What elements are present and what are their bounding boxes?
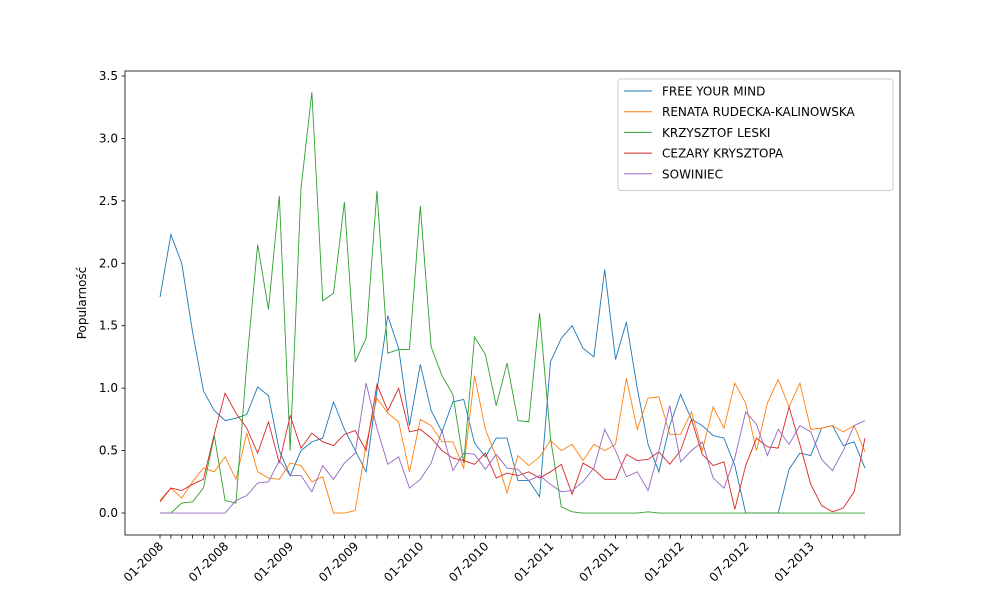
series-line <box>159 382 866 513</box>
legend-label: CEZARY KRYSZTOPA <box>662 147 784 161</box>
y-tick-label: 1.5 <box>99 319 118 333</box>
y-tick-label: 2.5 <box>99 194 118 208</box>
y-tick-label: 3.5 <box>99 69 118 83</box>
y-tick-label: 0.0 <box>99 506 118 520</box>
y-tick-label: 2.0 <box>99 256 118 270</box>
legend-box <box>617 78 894 191</box>
y-tick-label: 1.0 <box>99 381 118 395</box>
legend-label: RENATA RUDECKA-KALINOWSKA <box>662 105 856 119</box>
series-line <box>160 92 865 514</box>
legend-label: SOWINIEC <box>662 167 723 181</box>
legend-label: KRZYSZTOF LESKI <box>662 126 770 140</box>
y-tick-label: 0.5 <box>99 444 118 458</box>
series-line <box>160 383 866 514</box>
plot-frame <box>124 70 901 536</box>
y-tick-label: 3.0 <box>99 131 118 145</box>
legend-label: FREE YOUR MIND <box>662 85 765 99</box>
y-axis-label: Popularność <box>75 267 89 340</box>
